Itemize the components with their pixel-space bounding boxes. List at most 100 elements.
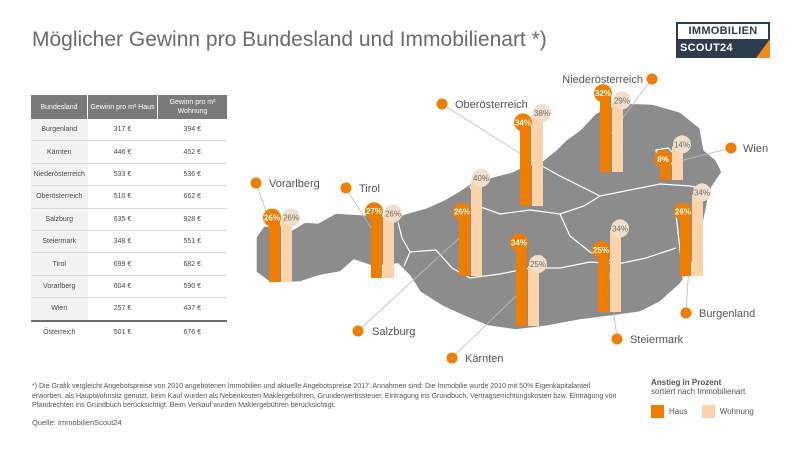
label-dot-5 (646, 73, 658, 85)
category-label-3: Oberösterreich (455, 99, 528, 111)
table-cell: 452 € (157, 140, 227, 164)
bar-wohnung-5 (612, 102, 623, 172)
logo-line-2: SCOUT24 (676, 39, 770, 58)
legend-label-haus: Haus (669, 407, 688, 416)
table-cell: 317 € (87, 119, 158, 142)
bar-wohnung-1 (383, 215, 394, 278)
table-row: Steiermark 348 €551 € (31, 230, 227, 254)
badge-haus-7 (592, 241, 610, 259)
bar-haus-7 (598, 252, 609, 312)
label-dot-2 (352, 325, 364, 337)
table-cell: Steiermark (31, 230, 88, 254)
table-row: Oberösterreich 510 €662 € (31, 185, 227, 209)
table-cell: Salzburg (31, 208, 88, 231)
table-cell: 635 € (87, 208, 158, 231)
badge-wohnung-4 (529, 255, 547, 273)
label-dot-6 (725, 142, 737, 154)
table-cell: 551 € (157, 230, 227, 254)
footnote: *) Die Grafik vergleicht Angebotspreise … (32, 383, 617, 409)
table-cell: Vorarlberg (31, 275, 88, 299)
bar-haus-5 (600, 95, 611, 172)
data-label-haus-4: 34% (511, 238, 527, 247)
data-label-wohnung-1: 26% (385, 210, 401, 219)
table-row: Vorarlberg 604 €590 € (31, 275, 227, 299)
table-cell: 699 € (87, 252, 158, 276)
region-border (397, 221, 411, 267)
badge-haus-1 (365, 202, 383, 221)
category-label-0: Vorarlberg (269, 178, 320, 190)
category-label-5: Niederösterreich (562, 74, 643, 86)
table-cell: 682 € (157, 252, 227, 276)
data-label-wohnung-0: 26% (283, 214, 299, 223)
badge-haus-5 (594, 84, 612, 103)
data-label-wohnung-3: 38% (534, 109, 550, 118)
data-label-haus-2: 26% (454, 208, 470, 217)
logo-line-1: IMMOBILIEN (676, 22, 770, 39)
legend-subtitle: sortiert nach Immobilienart (651, 387, 746, 396)
badge-wohnung-1 (384, 204, 402, 223)
bar-wohnung-2 (471, 180, 482, 276)
table-header-cell: Bundesland (31, 95, 88, 119)
table-cell: 394 € (157, 119, 227, 142)
label-dot-3 (436, 98, 448, 110)
bar-wohnung-6 (672, 146, 683, 180)
legend-swatch-wohnung (701, 405, 715, 418)
table-header-row: Bundesland Gewinn pro m² Haus Gewinn pro… (31, 95, 227, 119)
pointer-line (357, 227, 471, 332)
immobilienscout24-logo: IMMOBILIEN SCOUT24 (676, 22, 770, 58)
table-row: Tirol 699 €682 € (31, 252, 227, 276)
gain-table: Bundesland Gewinn pro m² Haus Gewinn pro… (31, 95, 227, 343)
label-dot-1 (340, 182, 352, 194)
bar-wohnung-7 (610, 230, 621, 312)
table-cell: 446 € (87, 140, 158, 164)
category-label-2: Salzburg (372, 326, 415, 338)
bar-wohnung-0 (281, 219, 292, 282)
table-cell: Oberösterreich (31, 185, 88, 209)
table-cell: Österreich (31, 319, 88, 343)
category-label-4: Kärnten (465, 353, 504, 365)
label-dot-7 (611, 333, 623, 345)
pointer-line (451, 284, 528, 359)
badge-haus-6 (654, 149, 672, 168)
table-row: Burgenland 317 €394 € (31, 119, 227, 142)
badge-wohnung-6 (673, 135, 691, 154)
badge-haus-3 (514, 113, 532, 132)
table-cell: 676 € (157, 319, 227, 343)
table-cell: 501 € (87, 319, 158, 343)
table-cell: Kärnten (31, 140, 88, 164)
label-dot-4 (446, 352, 458, 364)
badge-wohnung-7 (611, 219, 629, 238)
table-cell: Tirol (31, 252, 88, 276)
badge-wohnung-8 (693, 183, 711, 202)
data-label-wohnung-6: 14% (674, 140, 690, 149)
table-row-total: Österreich 501 €676 € (31, 319, 227, 343)
data-label-haus-7: 25% (593, 246, 609, 255)
legend: Anstieg in Prozent sortiert nach Immobil… (651, 378, 791, 418)
data-label-wohnung-4: 25% (530, 260, 546, 269)
category-label-8: Burgenland (699, 308, 755, 320)
table-cell: 533 € (87, 163, 158, 187)
bar-haus-2 (459, 213, 470, 276)
badge-wohnung-2 (472, 169, 490, 187)
data-label-haus-3: 34% (515, 118, 531, 127)
table-cell: 510 € (87, 185, 158, 209)
austria-map (255, 102, 723, 331)
badge-haus-4 (510, 233, 528, 252)
legend-swatch-haus (651, 405, 664, 418)
table-row: Kärnten 446 €452 € (31, 140, 227, 164)
bar-wohnung-4 (528, 266, 539, 326)
data-label-wohnung-2: 40% (473, 174, 489, 183)
bar-haus-6 (660, 160, 671, 180)
table-header-cell: Gewinn pro m² Wohnung (157, 95, 227, 119)
badge-haus-2 (453, 202, 471, 221)
region-border (541, 165, 601, 197)
category-label-6: Wien (743, 143, 768, 155)
category-label-7: Steiermark (630, 334, 684, 346)
source: Quelle: ImmobilienScout24 (32, 418, 122, 427)
data-label-haus-0: 26% (264, 214, 280, 223)
bar-haus-0 (269, 219, 280, 282)
table-cell: 590 € (157, 275, 227, 299)
table-row: Salzburg 635 €928 € (31, 208, 227, 231)
data-label-haus-8: 26% (675, 208, 691, 217)
